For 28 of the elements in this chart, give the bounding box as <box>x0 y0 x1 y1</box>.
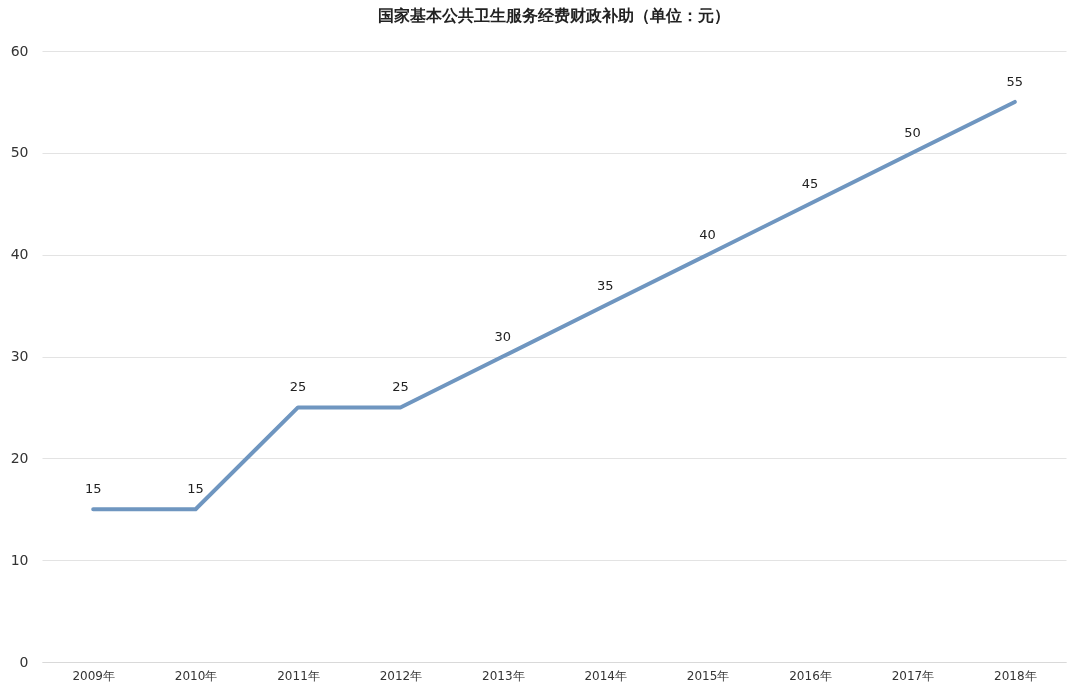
chart-title: 国家基本公共卫生服务经费财政补助（单位：元） <box>378 6 730 25</box>
data-label: 15 <box>187 481 204 497</box>
data-label: 45 <box>801 175 819 191</box>
y-tick-label: 40 <box>10 246 29 263</box>
x-tick-label: 2011年 <box>277 668 320 683</box>
x-tick-label: 2016年 <box>789 668 832 683</box>
x-tick-label: 2013年 <box>482 668 525 683</box>
x-tick-label: 2014年 <box>584 668 627 683</box>
data-label: 35 <box>596 277 614 293</box>
x-tick-label: 2009年 <box>72 668 115 683</box>
data-label: 50 <box>904 124 921 140</box>
data-label: 40 <box>699 226 716 242</box>
x-tick-label: 2010年 <box>174 668 218 683</box>
y-tick-label: 10 <box>10 551 29 568</box>
y-tick-label: 30 <box>10 348 29 364</box>
x-tick-label: 2018年 <box>994 668 1037 683</box>
y-tick-label: 20 <box>10 449 29 466</box>
x-tick-label: 2015年 <box>686 668 730 683</box>
y-tick-label: 60 <box>10 42 29 59</box>
y-tick-label: 0 <box>19 653 29 670</box>
x-tick-label: 2017年 <box>891 668 935 683</box>
data-label: 15 <box>84 481 102 497</box>
x-tick-label: 2012年 <box>379 668 423 683</box>
data-label: 25 <box>289 379 307 395</box>
data-label: 55 <box>1006 73 1024 89</box>
y-tick-label: 50 <box>10 144 29 161</box>
data-label: 25 <box>392 379 409 395</box>
data-label: 30 <box>494 328 512 344</box>
